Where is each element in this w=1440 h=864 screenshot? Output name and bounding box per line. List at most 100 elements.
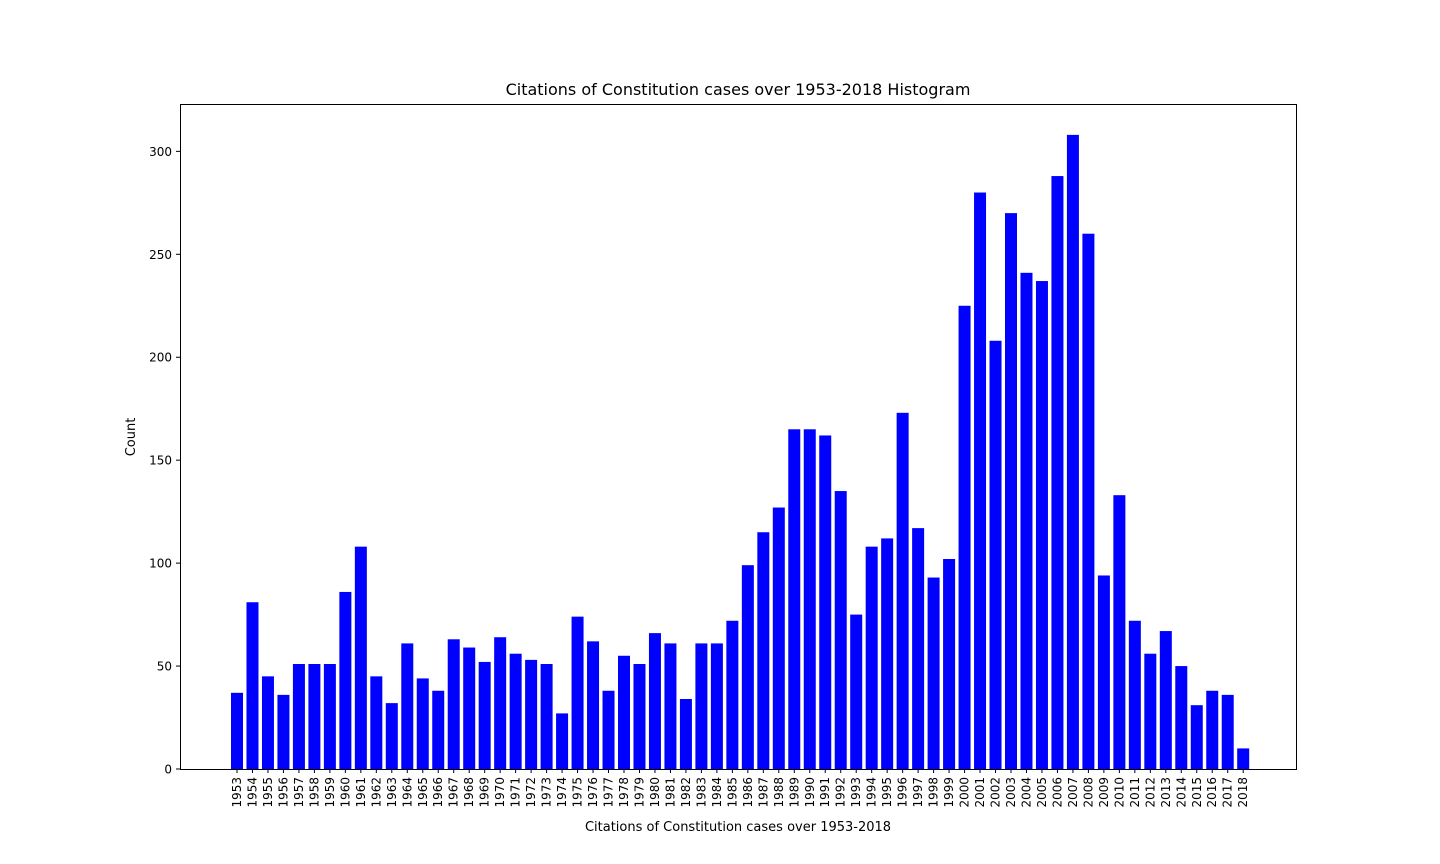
x-tick-label: 1965 <box>416 777 430 808</box>
x-tick-label: 2005 <box>1035 777 1049 808</box>
x-tick-label: 1982 <box>679 777 693 808</box>
bar-1971 <box>509 653 522 769</box>
x-tick-label: 1968 <box>462 777 476 808</box>
bar-2008 <box>1082 233 1095 769</box>
bar-1973 <box>540 664 553 769</box>
x-tick-label: 2011 <box>1128 777 1142 808</box>
bar-1970 <box>494 637 507 769</box>
x-tick-label: 1971 <box>509 777 523 808</box>
x-tick-label: 1998 <box>927 777 941 808</box>
x-tick-label: 2002 <box>989 777 1003 808</box>
bar-1961 <box>354 546 367 769</box>
bar-1980 <box>648 633 661 769</box>
y-tick-label: 300 <box>149 145 172 159</box>
x-tick-label: 1956 <box>276 777 290 808</box>
x-tick-label: 1997 <box>911 777 925 808</box>
x-tick-label: 1966 <box>431 777 445 808</box>
x-tick-label: 1977 <box>602 777 616 808</box>
x-tick-label: 1961 <box>354 777 368 808</box>
x-tick-label: 1976 <box>586 777 600 808</box>
bar-2012 <box>1144 653 1157 769</box>
x-tick-label: 1960 <box>338 777 352 808</box>
x-tick-label: 2008 <box>1081 777 1095 808</box>
bar-1986 <box>741 565 754 769</box>
x-tick-label: 1999 <box>942 777 956 808</box>
bar-1972 <box>525 659 538 769</box>
x-tick-label: 1986 <box>741 777 755 808</box>
x-axis: 1953 1954 1955 1956 1957 1958 1959 1960 1961 1962… <box>230 769 1250 808</box>
x-tick-label: 1964 <box>400 777 414 808</box>
bar-1992 <box>834 491 847 769</box>
bar-1953 <box>231 692 243 769</box>
y-tick-label: 0 <box>164 763 172 777</box>
x-tick-label: 1959 <box>323 777 337 808</box>
x-tick-label: 2009 <box>1097 777 1111 808</box>
x-tick-label: 1987 <box>756 777 770 808</box>
bar-2000 <box>958 305 971 769</box>
x-tick-label: 1981 <box>663 777 677 808</box>
x-tick-label: 1984 <box>710 777 724 808</box>
y-axis: 0 50 100 150 200 250 300 <box>149 145 180 777</box>
bar-1960 <box>339 591 352 769</box>
bar-1969 <box>478 661 491 769</box>
x-tick-label: 1974 <box>555 777 569 808</box>
bar-1997 <box>912 528 925 769</box>
x-tick-label: 1992 <box>834 777 848 808</box>
x-tick-label: 1983 <box>694 777 708 808</box>
bar-2004 <box>1020 272 1033 769</box>
x-tick-label: 2017 <box>1221 777 1235 808</box>
bar-1954 <box>246 602 259 769</box>
bar-1998 <box>927 577 940 769</box>
bar-1966 <box>432 690 445 769</box>
bar-1962 <box>370 676 383 769</box>
x-tick-label: 1975 <box>571 777 585 808</box>
chart-title: Citations of Constitution cases over 195… <box>506 80 971 99</box>
bar-2015 <box>1190 705 1203 769</box>
x-tick-label: 2000 <box>958 777 972 808</box>
x-tick-label: 1954 <box>245 777 259 808</box>
bar-1974 <box>556 713 569 769</box>
x-tick-label: 1972 <box>524 777 538 808</box>
bar-1963 <box>385 703 398 769</box>
bar-1967 <box>447 639 460 769</box>
bar-1991 <box>819 435 832 769</box>
bar-2006 <box>1051 176 1064 769</box>
x-tick-label: 1985 <box>725 777 739 808</box>
x-tick-label: 1955 <box>261 777 275 808</box>
y-tick-label: 100 <box>149 557 172 571</box>
bar-1956 <box>277 694 290 769</box>
x-tick-label: 1991 <box>818 777 832 808</box>
bar-1978 <box>618 655 630 769</box>
x-axis-label: Citations of Constitution cases over 195… <box>585 820 891 835</box>
bar-1995 <box>881 538 894 769</box>
x-tick-label: 2012 <box>1143 777 1157 808</box>
x-tick-label: 1993 <box>849 777 863 808</box>
bar-2017 <box>1221 694 1234 769</box>
x-tick-label: 2018 <box>1236 777 1250 808</box>
x-tick-label: 1963 <box>385 777 399 808</box>
y-tick-label: 200 <box>149 351 172 365</box>
bar-1975 <box>571 616 584 769</box>
x-tick-label: 1980 <box>648 777 662 808</box>
x-tick-label: 2013 <box>1159 777 1173 808</box>
x-tick-label: 1994 <box>865 777 879 808</box>
bar-2011 <box>1128 620 1141 769</box>
x-tick-label: 1979 <box>632 777 646 808</box>
bar-2003 <box>1005 213 1017 769</box>
bar-2013 <box>1159 631 1172 769</box>
bar-1990 <box>803 429 816 769</box>
bar-2016 <box>1206 690 1219 769</box>
x-tick-label: 2004 <box>1019 777 1033 808</box>
x-tick-label: 1957 <box>292 777 306 808</box>
bar-1965 <box>416 678 429 769</box>
x-tick-label: 2015 <box>1190 777 1204 808</box>
bar-1994 <box>865 546 878 769</box>
x-tick-label: 1953 <box>230 777 244 808</box>
bar-1955 <box>261 676 274 769</box>
bar-1984 <box>710 643 723 769</box>
x-tick-label: 2001 <box>973 777 987 808</box>
bar-1977 <box>602 690 615 769</box>
x-tick-label: 1995 <box>880 777 894 808</box>
